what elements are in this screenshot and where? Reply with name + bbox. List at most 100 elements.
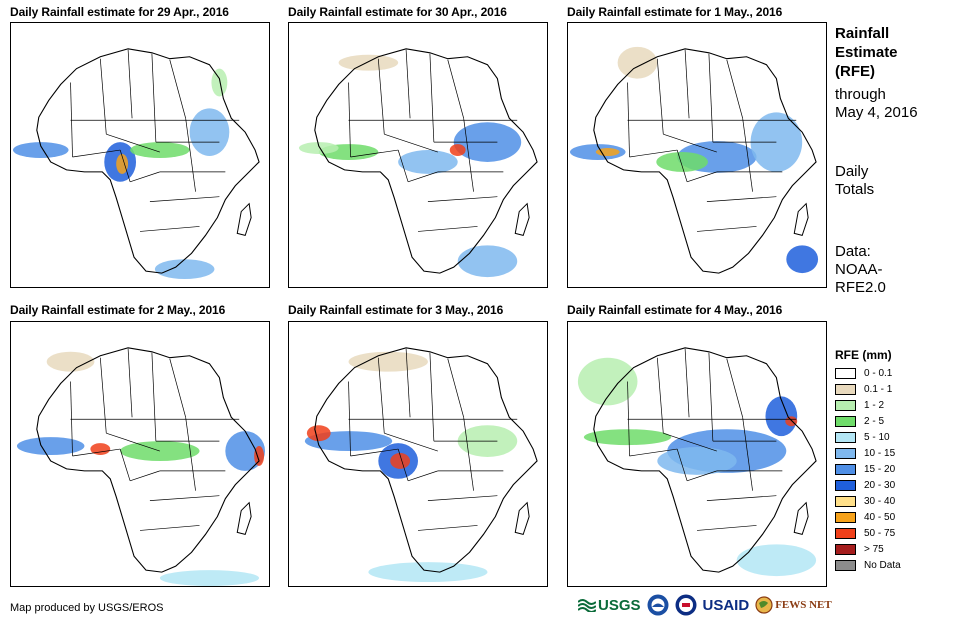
legend-item: 15 - 20 (835, 461, 901, 477)
madagascar-outline (236, 202, 252, 236)
africa-coastline (593, 48, 817, 274)
rainfall-area (211, 68, 228, 97)
country-border (656, 58, 664, 135)
rainfall-area (130, 142, 190, 158)
rainfall-area (657, 447, 737, 475)
country-border (405, 348, 411, 418)
fews-logo-text: FEWS NET (775, 599, 832, 611)
country-border (99, 58, 107, 135)
legend-label: 15 - 20 (864, 463, 896, 475)
rainfall-area (120, 441, 200, 461)
totals-text: Daily Totals (835, 163, 874, 199)
legend-swatch (835, 431, 856, 443)
usgs-waves-icon (578, 599, 596, 612)
legend-swatch (835, 543, 856, 555)
through-date: May 4, 2016 (835, 104, 918, 121)
legend-item: 2 - 5 (835, 413, 901, 429)
main-title-line3: (RFE) (835, 63, 875, 80)
legend-swatch (835, 511, 856, 523)
country-border (119, 448, 131, 481)
legend-swatch (835, 447, 856, 459)
country-border (139, 226, 200, 232)
country-border (151, 53, 157, 143)
rainfall-area (306, 425, 331, 442)
country-border (742, 417, 753, 491)
panel-title-1: Daily Rainfall estimate for 29 Apr., 201… (10, 5, 229, 19)
country-border (427, 196, 498, 202)
legend-item: > 75 (835, 541, 901, 557)
rainfall-area (736, 544, 817, 577)
country-border (169, 358, 186, 418)
legend-item: 30 - 40 (835, 493, 901, 509)
through-label: through (835, 86, 886, 103)
country-border (348, 82, 351, 157)
legend-label: > 75 (864, 543, 884, 555)
rainfall-map-4 (10, 321, 270, 587)
legend-label: 5 - 10 (864, 431, 890, 443)
data-source-line2: NOAA- (835, 261, 883, 278)
country-border (726, 59, 743, 119)
country-border (149, 495, 220, 501)
main-title: Rainfall Estimate (RFE) (835, 24, 898, 81)
legend-label: 1 - 2 (864, 399, 885, 411)
panel-title-5: Daily Rainfall estimate for 3 May., 2016 (288, 303, 504, 317)
country-border (129, 171, 160, 183)
rainfall-area (12, 142, 69, 158)
country-border (106, 432, 160, 452)
country-border (676, 149, 688, 182)
rainfall-area (583, 429, 672, 446)
panel-title-3: Daily Rainfall estimate for 1 May., 2016 (567, 5, 783, 19)
country-border (429, 53, 435, 143)
country-border (742, 118, 753, 192)
country-border (127, 348, 133, 418)
country-border (407, 470, 438, 482)
country-border (463, 417, 474, 491)
country-border (151, 352, 157, 442)
rainfall-map-2 (288, 22, 548, 288)
country-border (169, 59, 186, 119)
country-border (70, 381, 73, 456)
africa-coastline (314, 347, 538, 573)
country-border (708, 53, 714, 143)
legend-swatch (835, 415, 856, 427)
legend-swatch (835, 399, 856, 411)
legend-item: 40 - 50 (835, 509, 901, 525)
data-source-line3: RFE2.0 (835, 279, 886, 296)
country-border (405, 49, 411, 119)
country-border (663, 133, 717, 153)
legend-label: 50 - 75 (864, 527, 896, 539)
country-border (350, 448, 399, 457)
rainfall-area (90, 443, 111, 455)
legend-label: 20 - 30 (864, 479, 896, 491)
legend-swatch (835, 383, 856, 395)
country-border (149, 196, 220, 202)
data-source-text: Data: NOAA- RFE2.0 (835, 243, 886, 297)
country-border (676, 448, 688, 481)
usgs-logo-text: USGS (598, 596, 641, 614)
country-border (696, 226, 757, 232)
country-border (706, 196, 777, 202)
country-border (684, 49, 690, 119)
legend-swatch (835, 559, 856, 571)
country-border (384, 432, 438, 452)
country-border (348, 381, 351, 456)
panel-title-2: Daily Rainfall estimate for 30 Apr., 201… (288, 5, 507, 19)
rainfall-area (449, 144, 466, 156)
africa-coastline (593, 347, 817, 573)
legend-label: 0.1 - 1 (864, 383, 893, 395)
country-border (106, 133, 160, 153)
legend-item: 5 - 10 (835, 429, 901, 445)
legend-swatch (835, 479, 856, 491)
legend-label: 2 - 5 (864, 415, 885, 427)
legend-label: No Data (864, 559, 901, 571)
rainfall-area (154, 259, 215, 280)
fews-net-logo: FEWS NET (755, 596, 832, 614)
rainfall-area (786, 245, 819, 274)
legend-label: 40 - 50 (864, 511, 896, 523)
rainfall-area (390, 453, 411, 469)
panel-title-6: Daily Rainfall estimate for 4 May., 2016 (567, 303, 783, 317)
rainfall-area (398, 150, 458, 174)
country-border (686, 171, 717, 183)
fews-globe-icon (755, 596, 773, 614)
rainfall-area (348, 351, 428, 372)
